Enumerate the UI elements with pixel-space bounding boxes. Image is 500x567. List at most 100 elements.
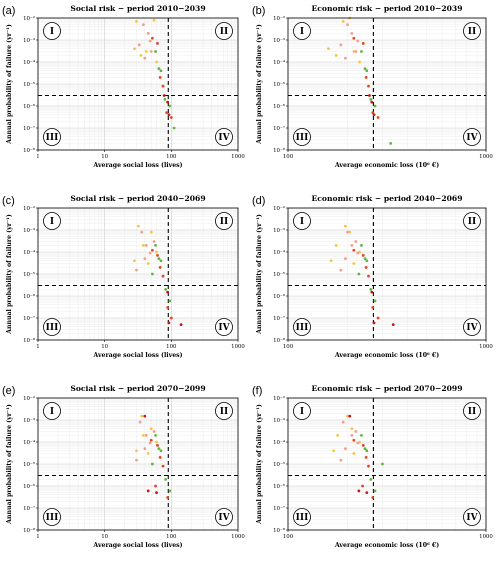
quadrant-label: IV xyxy=(466,323,478,333)
quadrant-label: I xyxy=(300,217,304,227)
y-tick-label: 10⁻² xyxy=(273,205,285,212)
data-point xyxy=(149,438,153,442)
y-tick-label: 10⁻⁷ xyxy=(23,505,35,512)
data-point xyxy=(329,259,333,263)
data-point xyxy=(370,100,374,104)
data-point xyxy=(152,430,156,433)
data-point xyxy=(371,111,375,115)
data-point xyxy=(354,240,358,243)
quadrant-label: I xyxy=(50,27,54,37)
data-point xyxy=(141,23,145,27)
data-point xyxy=(352,248,356,252)
data-point xyxy=(156,444,159,447)
data-point xyxy=(341,20,345,23)
quadrant-label: IV xyxy=(218,323,230,333)
data-point xyxy=(148,441,152,445)
quadrant-label: II xyxy=(220,27,228,37)
y-axis-label: Annual probability of failure (yr⁻¹) xyxy=(6,404,13,525)
data-point xyxy=(361,254,365,257)
data-point xyxy=(167,321,171,325)
data-point xyxy=(137,43,141,47)
quadrant-circle xyxy=(463,128,481,146)
data-point xyxy=(365,449,369,453)
data-point xyxy=(346,414,349,418)
panel-title: Economic risk − period 2040−2069 xyxy=(312,194,463,203)
data-point xyxy=(350,433,354,437)
y-tick-label: 10⁻⁵ xyxy=(273,271,285,278)
data-point xyxy=(169,316,173,320)
quadrant-circle xyxy=(293,22,311,40)
data-point xyxy=(372,321,376,325)
y-tick-label: 10⁻⁷ xyxy=(23,125,35,132)
panel-letter: (e) xyxy=(2,385,15,397)
y-tick-label: 10⁻⁸ xyxy=(273,147,286,154)
data-point xyxy=(389,141,393,145)
data-point xyxy=(356,251,360,255)
x-tick-label: 1000 xyxy=(479,344,493,350)
data-point xyxy=(363,67,367,71)
quadrant-label: IV xyxy=(466,513,478,523)
data-point xyxy=(352,50,356,53)
data-point xyxy=(352,36,356,40)
panel-letter: (b) xyxy=(252,5,265,17)
data-point xyxy=(363,257,367,261)
data-point xyxy=(166,306,170,309)
quadrant-label: IV xyxy=(218,133,230,143)
data-point xyxy=(151,248,154,252)
y-tick-label: 10⁻⁸ xyxy=(273,337,286,344)
data-point xyxy=(334,243,338,247)
data-point xyxy=(152,18,156,22)
quadrant-circle xyxy=(43,22,61,40)
quadrant-circle xyxy=(215,128,233,146)
quadrant-circle xyxy=(43,212,61,230)
x-axis-label: Average economic loss (10⁶ €) xyxy=(334,352,439,359)
panel-letter: (c) xyxy=(2,195,15,207)
data-point xyxy=(344,56,347,60)
data-point xyxy=(354,50,358,53)
x-axis-label: Average social loss (lives) xyxy=(92,542,182,549)
data-point xyxy=(364,455,368,459)
y-tick-label: 10⁻⁶ xyxy=(273,293,285,300)
x-tick-label: 100 xyxy=(166,344,177,350)
data-point xyxy=(140,414,144,418)
panel-letter: (f) xyxy=(252,385,262,397)
x-axis-label: Average social loss (lives) xyxy=(92,352,182,359)
data-point xyxy=(144,50,148,53)
data-point xyxy=(354,430,358,433)
data-point xyxy=(156,42,159,45)
data-point xyxy=(158,75,162,79)
data-point xyxy=(154,243,157,247)
data-point xyxy=(157,447,161,451)
data-point xyxy=(156,254,159,257)
y-tick-label: 10⁻³ xyxy=(23,227,35,234)
quadrant-label: II xyxy=(468,217,476,227)
data-point xyxy=(154,433,157,437)
y-tick-label: 10⁻⁷ xyxy=(23,315,35,322)
data-point xyxy=(391,323,395,327)
y-axis-label: Annual probability of failure (yr⁻¹) xyxy=(6,24,13,145)
data-point xyxy=(139,53,143,57)
data-point xyxy=(367,464,370,468)
quadrant-label: III xyxy=(46,323,59,333)
y-tick-label: 10⁻³ xyxy=(273,417,285,424)
data-point xyxy=(143,447,147,451)
y-tick-label: 10⁻³ xyxy=(273,37,285,44)
data-point xyxy=(371,306,375,309)
y-tick-label: 10⁻⁶ xyxy=(23,103,35,110)
data-point xyxy=(336,433,339,437)
y-tick-label: 10⁻² xyxy=(273,15,285,22)
panel-title: Economic risk − period 2070−2099 xyxy=(312,384,463,393)
quadrant-circle xyxy=(43,128,61,146)
data-point xyxy=(373,104,377,108)
data-point xyxy=(350,427,354,431)
x-tick-label: 1000 xyxy=(231,344,245,350)
data-point xyxy=(358,60,362,64)
data-point xyxy=(138,420,142,424)
panel-letter: (a) xyxy=(2,5,15,17)
y-axis-label: Annual probability of failure (yr⁻¹) xyxy=(256,214,263,335)
x-tick-label: 1000 xyxy=(479,534,493,540)
